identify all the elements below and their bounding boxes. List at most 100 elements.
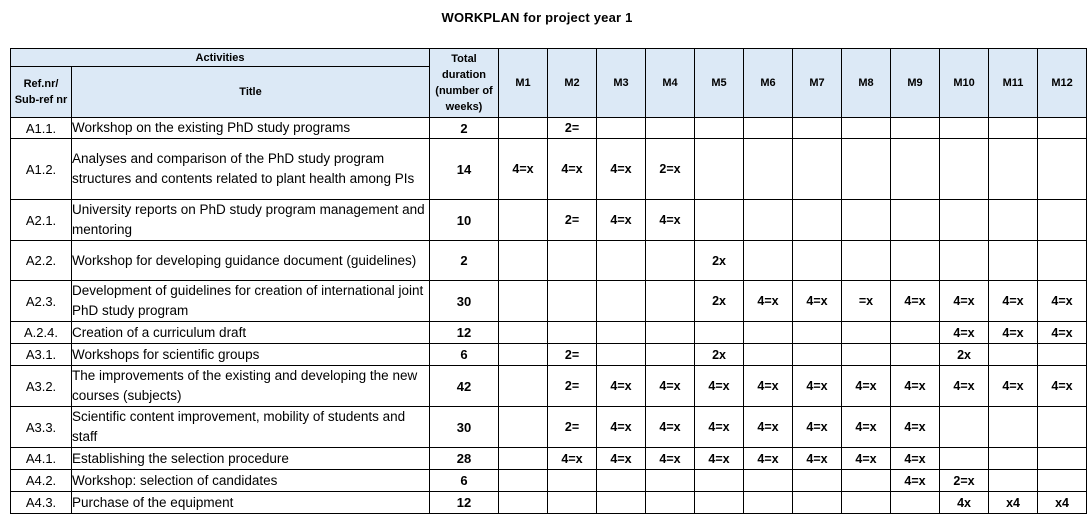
workplan-table: Activities Total duration (number of wee… [9,48,1088,514]
month-cell [1037,199,1088,241]
activity-duration: 42 [429,365,500,407]
month-cell [988,447,1039,470]
month-cell: 4=x [792,365,843,407]
activity-ref: A1.2. [10,138,72,200]
month-cell [498,280,549,322]
title-header: Title [70,66,431,118]
month-cell: 4=x [645,199,696,241]
workplan-rows: A1.1. Workshop on the existing PhD study … [10,117,1088,514]
month-cell: 4=x [547,138,598,200]
month-cell [988,117,1039,139]
month-cell: 2= [547,365,598,407]
month-cell [841,138,892,200]
month-cell [939,240,990,281]
month-cell [792,240,843,281]
month-cell [1037,447,1088,470]
month-cell [890,138,941,200]
month-cell: 4=x [890,447,941,470]
month-cell: 4=x [988,321,1039,344]
month-cell [645,117,696,139]
month-cell [890,240,941,281]
ref-header: Ref.nr/ Sub-ref nr [10,66,72,118]
month-cell: 4=x [939,365,990,407]
month-cell [1037,343,1088,366]
activity-ref: A2.3. [10,280,72,322]
month-header: M10 [939,48,990,118]
month-cell: 4=x [694,365,745,407]
month-cell [890,491,941,514]
month-cell: 4=x [694,447,745,470]
month-cell [939,138,990,200]
month-cell [645,321,696,344]
month-cell: 4=x [792,447,843,470]
month-cell: 4=x [988,365,1039,407]
month-cell: =x [841,280,892,322]
month-cell [694,491,745,514]
activity-duration: 14 [429,138,500,200]
month-cell [1037,240,1088,281]
month-cell [694,199,745,241]
month-cell [694,321,745,344]
month-cell [988,343,1039,366]
activity-title: Workshops for scientific groups [70,343,431,366]
activity-row: A4.1. Establishing the selection procedur… [10,447,1088,470]
month-cell [792,117,843,139]
activity-row: A.2.4. Creation of a curriculum draft 12 4=… [10,321,1088,344]
month-cell [547,491,598,514]
month-cell: 4=x [596,447,647,470]
month-cell [645,240,696,281]
activity-ref: A.2.4. [10,321,72,344]
month-cell: 2x [939,343,990,366]
month-cell [498,491,549,514]
month-cell: 4=x [694,406,745,448]
month-cell [498,469,549,492]
month-cell [694,117,745,139]
month-header: M2 [547,48,598,118]
month-cell [694,469,745,492]
month-cell [645,491,696,514]
month-cell [939,117,990,139]
activity-ref: A3.3. [10,406,72,448]
month-header: M1 [498,48,549,118]
month-cell [792,321,843,344]
month-header: M12 [1037,48,1088,118]
month-cell: 4=x [890,406,941,448]
month-cell: 4=x [743,280,794,322]
month-header: M11 [988,48,1039,118]
month-cell [792,199,843,241]
month-cell: 4=x [939,321,990,344]
month-cell [743,469,794,492]
activity-row: A3.1. Workshops for scientific groups 6 2= 2… [10,343,1088,366]
month-cell [498,447,549,470]
activity-title: Development of guidelines for creation o… [70,280,431,322]
month-cell [547,321,598,344]
activity-duration: 6 [429,469,500,492]
month-cell: 4=x [841,406,892,448]
month-cell [498,365,549,407]
month-cell [890,321,941,344]
month-cell: 4=x [596,199,647,241]
month-cell [743,199,794,241]
month-cell: 4=x [890,280,941,322]
month-cell: 2= [547,117,598,139]
activity-row: A3.3. Scientific content improvement, mob… [10,406,1088,448]
month-cell [694,138,745,200]
month-cell: 2= [547,406,598,448]
month-cell [743,138,794,200]
activity-duration: 28 [429,447,500,470]
activity-title: Scientific content improvement, mobility… [70,406,431,448]
month-cell: 4x [939,491,990,514]
activity-ref: A2.2. [10,240,72,281]
month-cell [841,491,892,514]
activity-row: A3.2. The improvements of the existing an… [10,365,1088,407]
month-cell: 4=x [596,406,647,448]
month-cell: 4=x [988,280,1039,322]
month-cell [792,138,843,200]
month-cell [939,199,990,241]
month-cell [988,240,1039,281]
month-cell: 4=x [596,365,647,407]
month-cell [596,491,647,514]
month-cell [939,406,990,448]
month-cell [743,240,794,281]
month-cell [743,321,794,344]
